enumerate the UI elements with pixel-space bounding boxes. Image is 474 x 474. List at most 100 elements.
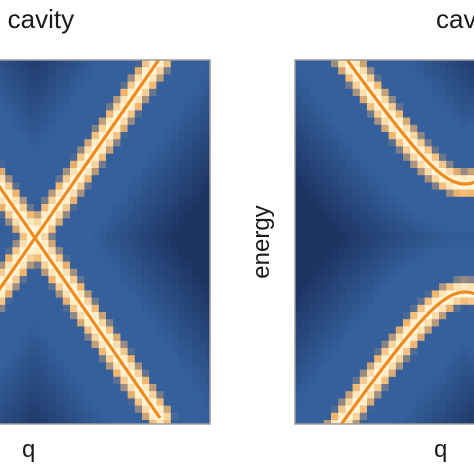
heatmap-cell xyxy=(98,254,107,262)
heatmap-cell xyxy=(5,254,13,262)
heatmap-cell xyxy=(206,326,210,334)
heatmap-cell xyxy=(178,326,186,334)
heatmap-cell xyxy=(199,225,208,234)
heatmap-cell xyxy=(410,189,418,198)
heatmap-cell xyxy=(91,139,100,147)
heatmap-cell xyxy=(316,60,325,68)
heatmap-cell xyxy=(388,247,397,255)
heatmap-cell xyxy=(62,312,71,320)
heatmap-cell xyxy=(331,333,339,342)
heatmap-cell xyxy=(55,283,64,291)
heatmap-cell xyxy=(163,218,172,226)
heatmap-cell xyxy=(417,67,425,75)
heatmap-cell xyxy=(149,218,157,226)
heatmap-cell xyxy=(0,405,6,414)
heatmap-cell xyxy=(113,290,121,298)
heatmap-cell xyxy=(142,333,150,342)
heatmap-cell xyxy=(192,240,200,248)
heatmap-cell xyxy=(113,333,121,342)
heatmap-cell xyxy=(309,398,317,406)
heatmap-cell xyxy=(338,160,346,169)
heatmap-cell xyxy=(98,103,107,111)
heatmap-cell xyxy=(19,160,28,169)
heatmap-cell xyxy=(113,182,121,190)
heatmap-cell xyxy=(12,88,20,97)
heatmap-cell xyxy=(374,139,382,147)
heatmap-cell xyxy=(77,218,85,226)
heatmap-cell xyxy=(424,326,433,334)
heatmap-cell xyxy=(331,103,339,111)
heatmap-cell xyxy=(359,218,368,226)
heatmap-cell xyxy=(453,218,461,226)
heatmap-cell xyxy=(142,168,150,176)
heatmap-cell xyxy=(374,297,382,306)
heatmap-cell xyxy=(178,384,186,392)
heatmap-cell xyxy=(142,297,150,306)
heatmap-cell xyxy=(0,326,6,334)
heatmap-cell xyxy=(127,304,136,313)
heatmap-cell xyxy=(134,340,143,349)
heatmap-cell xyxy=(424,254,433,262)
heatmap-cell xyxy=(206,211,210,219)
heatmap-cell xyxy=(120,168,128,176)
heatmap-cell xyxy=(309,376,317,385)
heatmap-cell xyxy=(120,182,128,190)
heatmap-cell xyxy=(206,146,210,154)
heatmap-cell xyxy=(41,146,49,154)
heatmap-cell xyxy=(295,412,303,421)
heatmap-cell xyxy=(77,283,85,291)
heatmap-cell xyxy=(395,153,404,162)
heatmap-cell xyxy=(345,168,353,176)
heatmap-cell xyxy=(367,175,375,183)
heatmap-cell xyxy=(352,88,361,97)
heatmap-cell xyxy=(19,254,28,262)
heatmap-cell xyxy=(98,340,107,349)
heatmap-cell xyxy=(41,326,49,334)
heatmap-cell xyxy=(12,160,20,169)
heatmap-cell xyxy=(316,312,325,320)
heatmap-cell xyxy=(331,124,339,133)
heatmap-cell xyxy=(323,196,332,205)
heatmap-cell xyxy=(410,290,418,298)
heatmap-cell xyxy=(170,261,179,270)
heatmap-cell xyxy=(460,74,469,82)
heatmap-cell xyxy=(403,168,411,176)
heatmap-cell xyxy=(338,182,346,190)
heatmap-cell xyxy=(178,168,186,176)
heatmap-cell xyxy=(388,384,397,392)
heatmap-cell xyxy=(395,348,404,356)
heatmap-cell xyxy=(34,60,42,68)
heatmap-cell xyxy=(381,319,389,327)
heatmap-cell xyxy=(62,297,71,306)
heatmap-cell xyxy=(374,160,382,169)
heatmap-cell xyxy=(55,182,64,190)
heatmap-cell xyxy=(26,297,35,306)
heatmap-cell xyxy=(446,103,454,111)
heatmap-cell xyxy=(439,88,447,97)
heatmap-cell xyxy=(403,189,411,198)
heatmap-cell xyxy=(34,290,42,298)
heatmap-cell xyxy=(12,369,20,378)
heatmap-cell xyxy=(410,362,418,370)
heatmap-cell xyxy=(439,189,447,198)
heatmap-cell xyxy=(156,132,164,140)
heatmap-cell xyxy=(120,297,128,306)
heatmap-cell xyxy=(467,312,474,320)
heatmap-cell xyxy=(142,261,150,270)
heatmap-cell xyxy=(424,297,433,306)
heatmap-cell xyxy=(84,297,92,306)
heatmap-cell xyxy=(170,211,179,219)
heatmap-cell xyxy=(199,117,208,126)
heatmap-cell xyxy=(149,232,157,241)
heatmap-cell xyxy=(345,312,353,320)
heatmap-cell xyxy=(323,103,332,111)
heatmap-cell xyxy=(41,340,49,349)
heatmap-cell xyxy=(381,254,389,262)
heatmap-cell xyxy=(302,96,310,104)
heatmap-cell xyxy=(424,196,433,205)
heatmap-cell xyxy=(113,74,121,82)
heatmap-cell xyxy=(84,384,92,392)
heatmap-cell xyxy=(26,81,35,90)
heatmap-cell xyxy=(367,74,375,82)
heatmap-cell xyxy=(120,60,128,68)
